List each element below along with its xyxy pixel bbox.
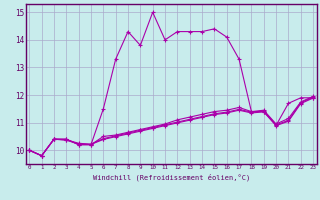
X-axis label: Windchill (Refroidissement éolien,°C): Windchill (Refroidissement éolien,°C) [92,173,250,181]
